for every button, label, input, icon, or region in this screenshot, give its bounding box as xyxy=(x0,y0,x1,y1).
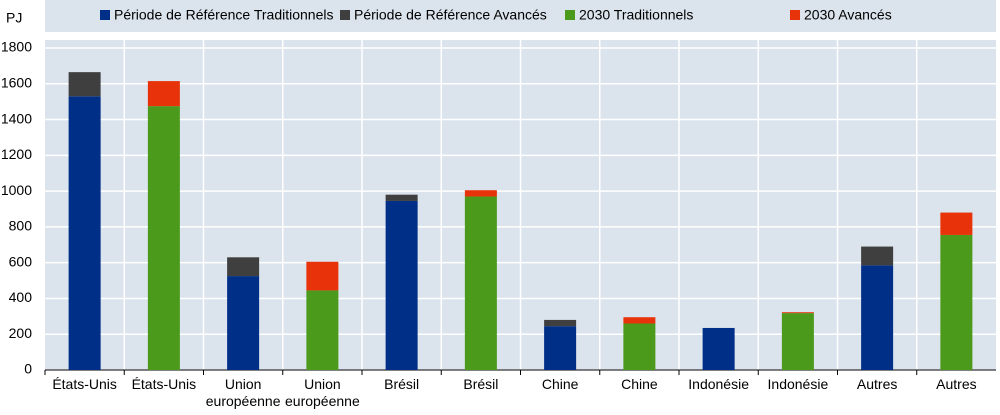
x-tick-label: États-Unis xyxy=(131,376,197,392)
x-tick-label: Chine xyxy=(621,376,658,392)
x-tick-label: Indonésie xyxy=(767,376,829,392)
bar-segment xyxy=(385,194,418,201)
y-tick-label: 200 xyxy=(9,325,33,341)
bar-segment xyxy=(227,276,260,370)
y-tick-label: 1000 xyxy=(1,182,32,198)
legend-swatch xyxy=(100,10,110,20)
legend-label: 2030 Traditionnels xyxy=(579,7,693,23)
bar-segment xyxy=(940,212,973,235)
bar-segment xyxy=(68,96,101,371)
bar-segment xyxy=(544,319,577,327)
x-tick-label: Indonésie xyxy=(688,376,749,392)
bar-segment xyxy=(227,257,260,277)
legend-label: 2030 Avancés xyxy=(804,7,892,23)
y-tick-label: 1200 xyxy=(1,146,32,162)
legend-swatch xyxy=(790,10,800,20)
bar-segment xyxy=(68,72,101,97)
bar-segment xyxy=(306,261,339,291)
y-tick-label: 1800 xyxy=(1,39,32,55)
bar-segment xyxy=(544,326,577,370)
y-tick-label: 600 xyxy=(9,253,33,269)
x-tick-label: Union européenne xyxy=(285,376,360,409)
bar-segment xyxy=(623,323,656,370)
bar-segment xyxy=(781,312,814,314)
bar-segment xyxy=(623,317,656,324)
bar-segment xyxy=(781,313,814,370)
y-tick-label: 0 xyxy=(24,361,32,377)
x-tick-label: Chine xyxy=(541,376,579,392)
y-tick-label: 800 xyxy=(9,218,33,234)
bar-segment xyxy=(702,327,735,370)
x-tick-label: Union européenne xyxy=(205,376,281,409)
y-tick-label: 400 xyxy=(9,289,33,305)
legend-swatch xyxy=(340,10,350,20)
bar-segment xyxy=(147,81,180,107)
y-tick-label: 1600 xyxy=(1,74,32,90)
legend-swatch xyxy=(565,10,575,20)
x-tick-label: États-Unis xyxy=(52,376,117,392)
bar-segment xyxy=(861,265,894,370)
legend-label: Période de Référence Traditionnels xyxy=(114,7,333,23)
bar-segment xyxy=(861,246,894,266)
bar-segment xyxy=(940,234,973,370)
y-tick-label: 1400 xyxy=(1,110,32,126)
legend-background xyxy=(45,0,996,32)
x-tick-label: Autres xyxy=(936,376,977,392)
x-tick-label: Brésil xyxy=(463,376,499,392)
bar-segment xyxy=(464,196,497,370)
bar-segment xyxy=(147,106,180,370)
y-axis-label: PJ xyxy=(6,10,22,26)
x-tick-label: Brésil xyxy=(384,376,420,392)
bar-segment xyxy=(385,200,418,370)
legend-label: Période de Référence Avancés xyxy=(354,7,547,23)
x-tick-label: Autres xyxy=(856,376,898,392)
bar-segment xyxy=(464,190,497,197)
bar-segment xyxy=(306,290,339,370)
